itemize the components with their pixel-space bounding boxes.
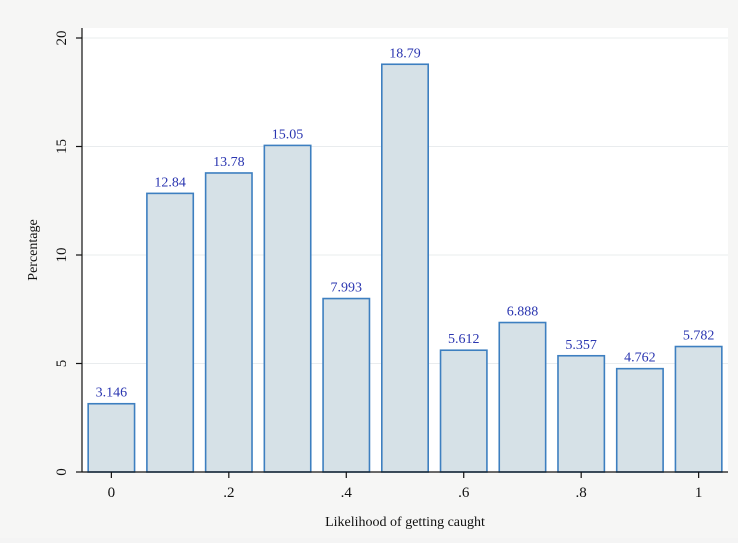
- y-tick-label: 10: [54, 248, 70, 263]
- bar: [615, 367, 664, 473]
- bar-value-label: 12.84: [154, 175, 186, 190]
- bar: [439, 349, 488, 473]
- bar-value-label: 5.357: [565, 338, 597, 353]
- bar: [263, 144, 312, 473]
- x-ticks: 0 .2 .4 .6 .8 1: [108, 472, 703, 501]
- bar-value-label: 15.05: [272, 127, 304, 142]
- x-axis-title: Likelihood of getting caught: [325, 515, 485, 530]
- axes: [81, 28, 728, 473]
- bar: [674, 345, 723, 473]
- bar: [498, 321, 547, 473]
- bars: [87, 63, 723, 473]
- bar-value-label: 13.78: [213, 155, 245, 170]
- bar-value-label: 18.79: [389, 46, 421, 61]
- bar-value-label: 5.612: [448, 332, 480, 347]
- bar-value-label: 6.888: [507, 305, 539, 320]
- bar: [322, 297, 371, 473]
- y-axis-title: Percentage: [26, 219, 41, 280]
- bar: [557, 354, 606, 473]
- bar: [146, 192, 195, 473]
- data-labels: 3.146 12.84 13.78 15.05 7.993 18.79 5.612 6.888…: [96, 46, 715, 400]
- y-tick-label: 5: [54, 360, 70, 368]
- bar-value-label: 3.146: [96, 386, 128, 401]
- bar: [381, 63, 429, 473]
- y-tick-label: 20: [54, 31, 70, 46]
- x-tick-label: 0: [108, 485, 116, 501]
- bar: [204, 172, 253, 473]
- bar-value-label: 4.762: [624, 351, 656, 366]
- x-tick-label: .6: [458, 485, 470, 501]
- bar: [87, 402, 136, 473]
- y-tick-label: 0: [54, 468, 70, 476]
- bar-value-label: 7.993: [331, 281, 363, 296]
- x-tick-label: .8: [576, 485, 587, 501]
- bar-value-label: 5.782: [683, 329, 715, 344]
- x-tick-label: .4: [341, 485, 353, 501]
- y-tick-label: 15: [54, 139, 70, 154]
- y-ticks: 0 5 10 15 20: [54, 31, 82, 476]
- x-tick-label: .2: [223, 485, 234, 501]
- x-tick-label: 1: [695, 485, 703, 501]
